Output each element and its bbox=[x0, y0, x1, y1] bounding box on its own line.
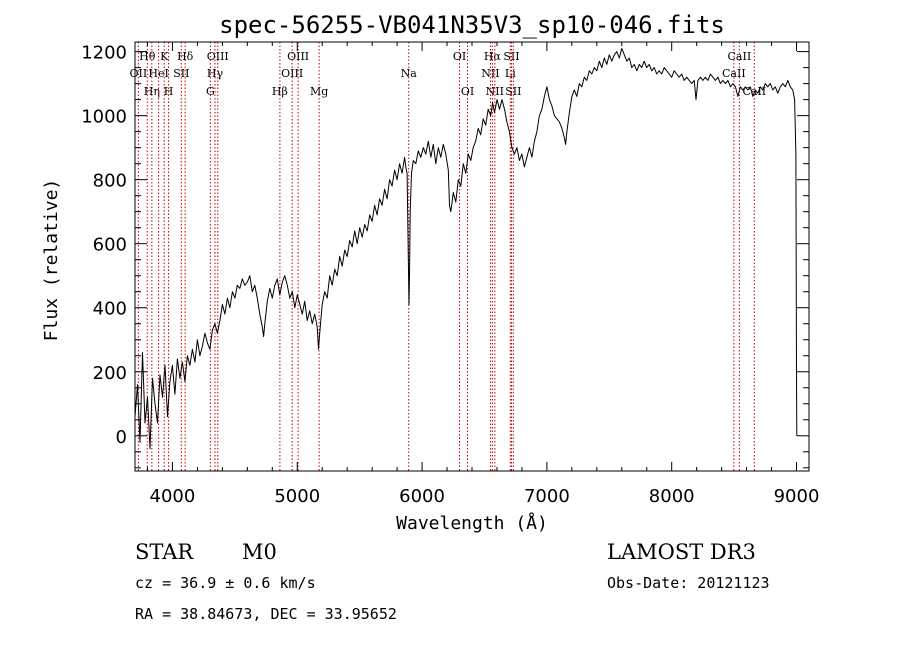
line-marker-label-18: NII bbox=[481, 67, 499, 80]
line-marker-label-22: SII bbox=[503, 50, 519, 63]
line-marker-label-3: HeI bbox=[148, 67, 168, 80]
line-marker-label-8: G bbox=[206, 85, 215, 98]
x-tick-label-0: 4000 bbox=[150, 486, 196, 507]
line-marker-label-6: SII bbox=[173, 67, 189, 80]
axis-ticks: 4000 5000 6000 7000 8000 9000 0 200 400 600 800 100… bbox=[81, 42, 819, 507]
y-tick-label-3: 600 bbox=[93, 235, 127, 256]
redshift-cz: cz = 36.9 ± 0.6 km/s bbox=[135, 574, 316, 592]
line-marker-label-17: OI bbox=[461, 85, 474, 98]
y-tick-label-6: 1200 bbox=[81, 43, 127, 64]
line-marker-label-12: OIII bbox=[281, 67, 303, 80]
line-marker-label-2: Hη bbox=[144, 85, 160, 98]
y-tick-label-2: 400 bbox=[93, 299, 127, 320]
line-marker-label-16: OI bbox=[453, 50, 466, 63]
y-axis-label: Flux (relative) bbox=[41, 179, 62, 342]
ra-dec: RA = 38.84673, DEC = 33.95652 bbox=[135, 605, 397, 623]
line-marker-label-20: NII bbox=[486, 85, 504, 98]
chart-title: spec-56255-VB041N35V3_sp10-046.fits bbox=[219, 11, 725, 39]
line-marker-label-15: Na bbox=[401, 67, 418, 80]
object-subclass: M0 bbox=[242, 540, 277, 564]
line-marker-label-4: K bbox=[160, 50, 169, 63]
y-tick-label-1: 200 bbox=[93, 363, 127, 384]
y-tick-label-0: 0 bbox=[116, 427, 127, 448]
line-marker-label-9: Hγ bbox=[207, 67, 224, 80]
line-marker-label-13: OIII bbox=[287, 50, 309, 63]
line-marker-label-14: Mg bbox=[310, 85, 328, 98]
x-axis-label: Wavelength (Å) bbox=[396, 512, 548, 534]
plot-frame bbox=[134, 41, 810, 472]
series-layer bbox=[134, 47, 798, 450]
line-marker-label-11: Hβ bbox=[272, 85, 288, 98]
y-tick-label-4: 800 bbox=[93, 171, 127, 192]
line-marker-label-23: SII bbox=[505, 85, 521, 98]
line-marker-label-10: OIII bbox=[207, 50, 229, 63]
x-tick-label-3: 7000 bbox=[524, 486, 570, 507]
line-marker-label-24: CaII bbox=[722, 67, 746, 80]
line-marker-label-21: Li bbox=[505, 67, 516, 80]
line-markers: OIIHθHηHeIKHSIIHδGHγOIIIHβOIIIOIIIMgNaOI… bbox=[130, 42, 766, 471]
x-tick-label-5: 9000 bbox=[774, 486, 820, 507]
survey-name: LAMOST DR3 bbox=[607, 540, 756, 564]
object-class: STAR bbox=[135, 540, 194, 564]
x-tick-label-1: 5000 bbox=[274, 486, 320, 507]
line-marker-label-5: H bbox=[164, 85, 174, 98]
y-tick-label-5: 1000 bbox=[81, 107, 127, 128]
series-line-0 bbox=[134, 47, 798, 450]
x-tick-label-4: 8000 bbox=[649, 486, 695, 507]
line-marker-label-19: Hα bbox=[484, 50, 502, 63]
x-tick-label-2: 6000 bbox=[399, 486, 445, 507]
obs-date: Obs-Date: 20121123 bbox=[607, 574, 770, 592]
line-marker-label-0: OII bbox=[130, 67, 148, 80]
line-marker-label-25: CaII bbox=[728, 50, 752, 63]
line-marker-label-7: Hδ bbox=[177, 50, 194, 63]
